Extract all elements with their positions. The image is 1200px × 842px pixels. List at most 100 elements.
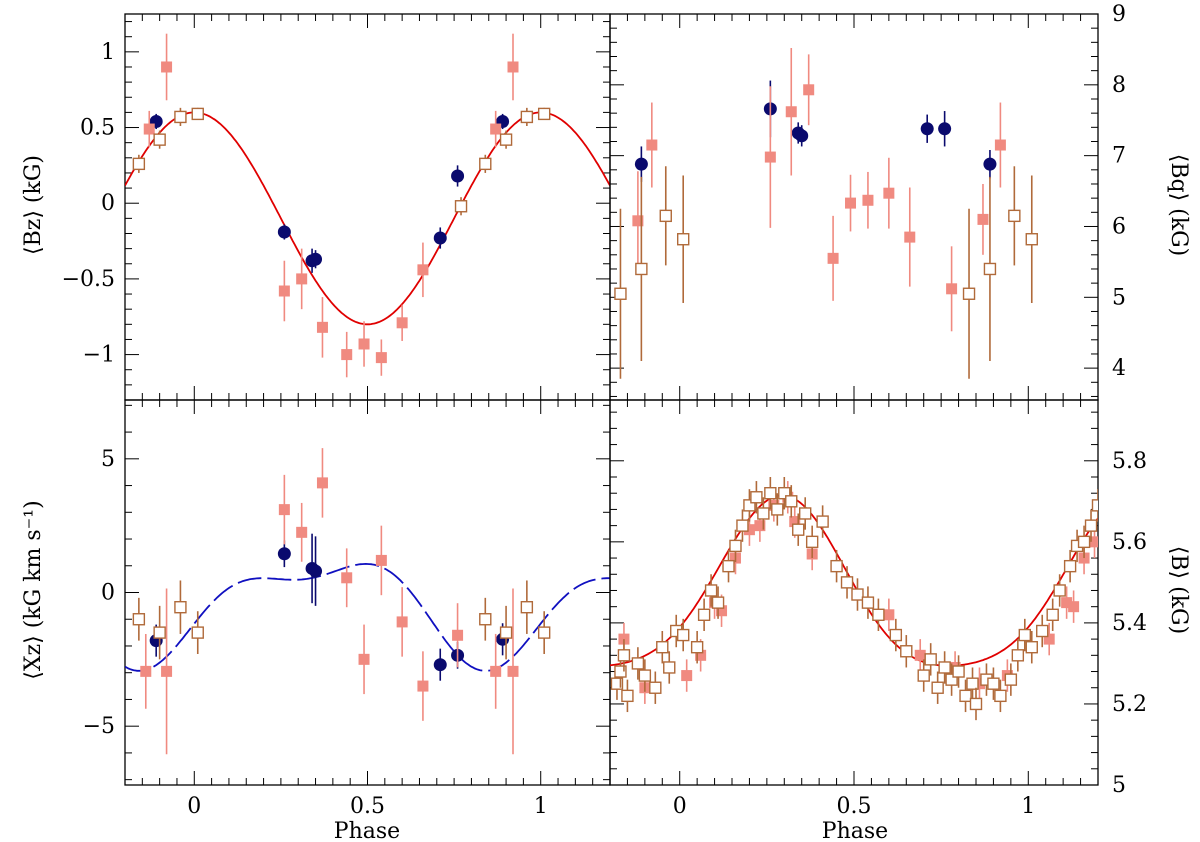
data-point-open-square (1091, 499, 1098, 512)
data-point-square (845, 197, 857, 209)
data-point-open-square (174, 601, 187, 614)
data-point-open-square (840, 576, 854, 589)
x-tick-label: 0 (187, 794, 201, 819)
data-point-square (316, 321, 328, 333)
data-point-square (1043, 633, 1055, 645)
y-tick-label: 0.5 (80, 116, 115, 141)
data-point-open-square (931, 681, 944, 694)
data-point-open-square (722, 559, 735, 573)
y-tick-label: 5 (1112, 773, 1126, 798)
data-point-open-square (656, 641, 669, 654)
y-tick-label: 5.8 (1112, 449, 1147, 474)
data-point-circle (634, 157, 648, 171)
data-point-square (507, 61, 519, 73)
data-point-circle (433, 231, 447, 245)
y-tick-label: 9 (1112, 2, 1126, 27)
data-point-circle (795, 129, 809, 143)
data-point-square (695, 649, 707, 661)
y-tick-label: 5.6 (1112, 530, 1147, 555)
y-axis-label-bmod: ⟨B⟩ (kG) (1166, 546, 1191, 634)
data-point-open-square (1025, 233, 1038, 246)
data-point-open-square (743, 499, 756, 512)
data-point-open-square (1011, 649, 1025, 662)
data-point-square (161, 665, 173, 677)
data-point-open-square (830, 559, 843, 573)
data-point-square (946, 283, 958, 295)
y-tick-label: 7 (1112, 144, 1126, 169)
data-point-square (417, 264, 429, 276)
data-point-open-square (704, 584, 718, 597)
data-point-square (743, 524, 755, 536)
data-point-open-square (805, 535, 819, 549)
data-point-circle (309, 564, 323, 578)
data-point-square (417, 680, 429, 692)
y-tick-label: −1 (83, 343, 115, 368)
data-point-square (764, 151, 776, 163)
data-point-open-square (153, 133, 166, 146)
y-tick-label: 4 (1112, 356, 1126, 381)
data-point-square (296, 526, 308, 538)
data-point-open-square (945, 673, 958, 686)
data-point-square (507, 665, 519, 677)
data-point-open-square (851, 588, 864, 601)
data-point-open-square (191, 626, 204, 639)
data-point-open-square (153, 626, 166, 639)
y-tick-label: 5 (101, 447, 115, 472)
data-point-open-square (690, 641, 704, 654)
data-point-square (977, 213, 989, 225)
data-point-open-square (994, 689, 1007, 703)
data-point-open-square (659, 209, 672, 223)
data-point-open-square (479, 613, 492, 626)
data-point-open-square (132, 157, 146, 171)
y-tick-label: 8 (1112, 73, 1126, 98)
plot-layer: −1 −0.5 0 0.5 1 4 5 6 7 8 9 0 0.5 1 −5 0 5 0 0.5 1 5 5.2 5.4 5.… (62, 2, 1147, 819)
data-point-open-square (1046, 608, 1059, 621)
data-point-square (316, 477, 328, 489)
data-point-open-square (917, 669, 930, 682)
y-tick-label: −0.5 (62, 267, 115, 292)
data-point-circle (983, 157, 997, 171)
data-point-open-square (1008, 209, 1021, 223)
x-axis-label-left: Phase (334, 819, 400, 842)
data-point-square (375, 554, 387, 566)
data-point-open-square (610, 677, 624, 690)
data-point-open-square (677, 233, 690, 246)
data-point-square (1089, 536, 1098, 548)
data-point-open-square (191, 107, 204, 121)
data-point-square (140, 665, 152, 677)
data-point-square (396, 616, 408, 628)
y-tick-label: 5.2 (1112, 692, 1147, 717)
model-curve (610, 494, 1098, 667)
panel-bq: 4 5 6 7 8 9 (609, 2, 1126, 401)
data-point-open-square (1077, 535, 1091, 549)
y-tick-label: 6 (1112, 214, 1126, 239)
data-point-circle (309, 252, 323, 266)
data-point-open-square (454, 200, 468, 213)
model-curve (125, 111, 610, 326)
data-point-open-square (900, 645, 913, 658)
data-point-open-square (649, 681, 662, 694)
data-point-open-square (614, 665, 627, 678)
data-point-open-square (677, 628, 690, 642)
data-point-open-square (889, 628, 903, 642)
data-point-square (341, 572, 353, 584)
data-point-open-square (924, 653, 937, 666)
data-point-open-square (499, 133, 513, 146)
x-tick-label: 1 (534, 794, 548, 819)
data-point-square (278, 285, 290, 297)
y-tick-label: 5 (1112, 285, 1126, 310)
data-point-square (681, 670, 693, 682)
model-curve (125, 562, 610, 672)
x-tick-label: 0.5 (350, 794, 385, 819)
data-point-square (994, 139, 1006, 151)
panel-bmod: 0 0.5 1 5 5.2 5.4 5.6 5.8 (609, 399, 1147, 819)
data-point-open-square (663, 661, 676, 674)
data-point-open-square (617, 649, 631, 662)
data-point-open-square (959, 689, 972, 703)
data-point-square (973, 678, 985, 690)
data-point-open-square (537, 107, 551, 121)
data-point-open-square (750, 491, 763, 504)
data-point-square (883, 187, 895, 199)
data-point-open-square (861, 596, 875, 609)
data-point-square (341, 349, 353, 361)
